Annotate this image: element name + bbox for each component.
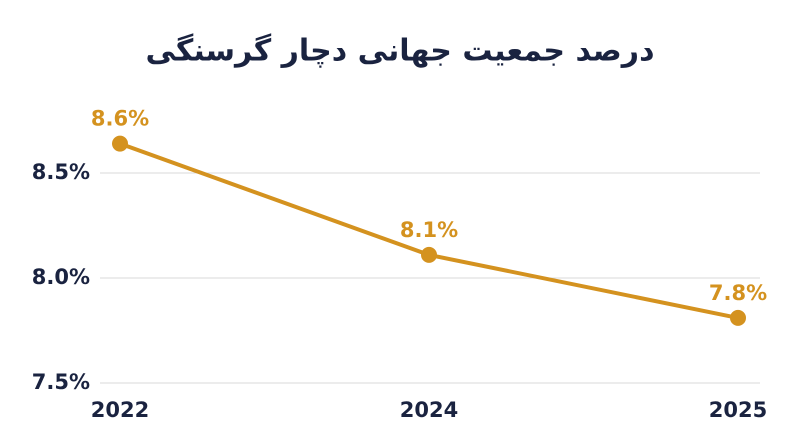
chart-title: درصد جمعیت جهانی دچار گرسنگی [146,33,655,69]
y-tick-label: 8.0% [32,265,90,289]
point [421,246,437,263]
point [112,135,128,152]
data-label: 8.1% [400,218,458,242]
data-label: 7.8% [709,281,767,305]
x-tick-label: 2022 [91,398,149,422]
data-label: 8.6% [91,107,149,131]
point [730,309,746,326]
y-tick-label: 7.5% [32,370,90,394]
y-tick-label: 8.5% [32,160,90,184]
x-tick-label: 2024 [400,398,458,422]
x-tick-label: 2025 [709,398,767,422]
